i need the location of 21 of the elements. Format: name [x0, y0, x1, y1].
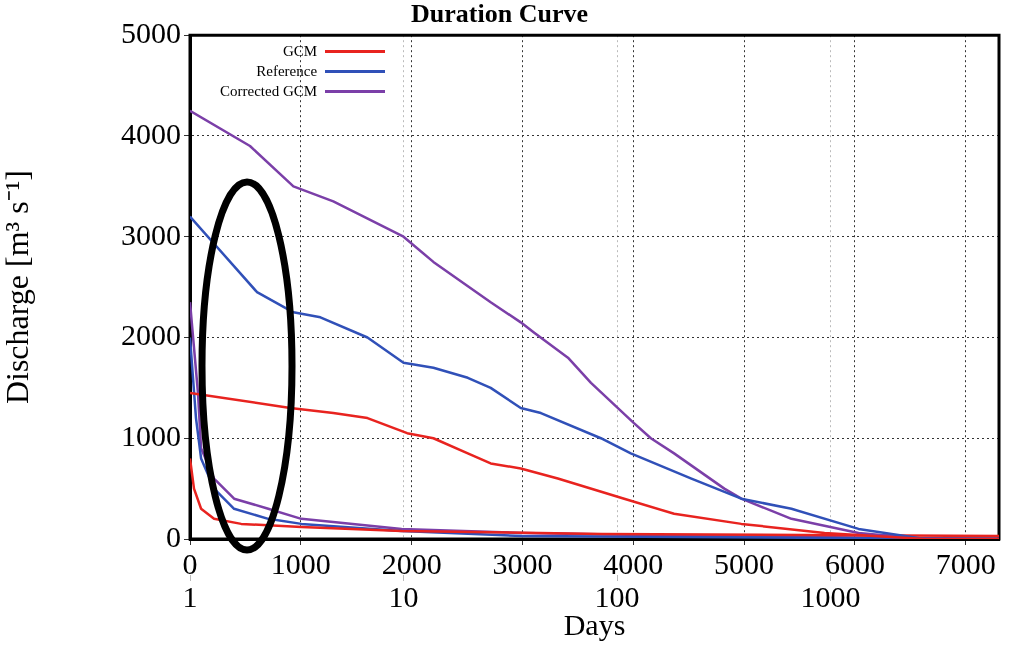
legend-label: Corrected GCM [220, 82, 318, 100]
x2-tick-label: 1 [182, 579, 198, 613]
y-axis-title: Discharge [m³ s⁻¹] [0, 170, 35, 405]
x2-tick-label: 1000 [800, 579, 861, 613]
legend-label: Reference [256, 62, 318, 80]
x-tick-label: 2000 [381, 546, 442, 580]
y-tick-label: 3000 [121, 217, 181, 251]
x-tick-label: 3000 [492, 546, 553, 580]
x2-tick-label: 10 [388, 579, 419, 613]
y-tick-label: 5000 [121, 16, 181, 50]
x-tick-label: 5000 [714, 546, 775, 580]
legend-label: GCM [282, 42, 318, 60]
y-tick-label: 4000 [121, 116, 181, 150]
x-tick-label: 4000 [603, 546, 664, 580]
y-tick-label: 2000 [121, 318, 181, 352]
y-tick-label: 0 [166, 519, 181, 553]
x-tick-label: 1000 [270, 546, 331, 580]
y-tick-label: 1000 [121, 419, 181, 453]
x-tick-label: 7000 [935, 546, 996, 580]
x-tick-label: 6000 [824, 546, 885, 580]
chart-title: Duration Curve [411, 0, 588, 29]
